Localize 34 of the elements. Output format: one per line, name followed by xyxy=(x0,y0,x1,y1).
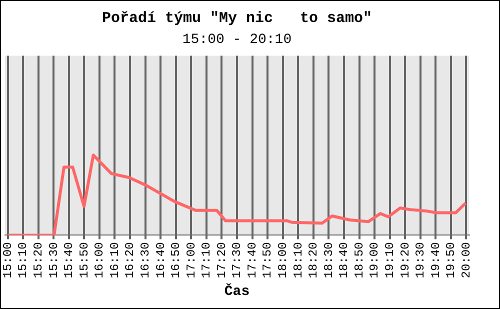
x-tick-label: 18:00 xyxy=(276,242,290,278)
x-tick-label: 19:50 xyxy=(444,242,458,278)
x-tick-label: 18:30 xyxy=(322,242,336,278)
x-tick-label: 16:00 xyxy=(92,242,107,278)
x-tick-label: 16:10 xyxy=(108,242,122,278)
x-tick-label: 15:10 xyxy=(16,242,30,278)
x-tick-label: 17:00 xyxy=(184,242,198,278)
chart-title: Pořadí týmu "My nic to samo" xyxy=(102,10,372,27)
x-tick-label: 16:20 xyxy=(123,242,138,278)
x-tick-label: 18:10 xyxy=(291,242,306,278)
x-tick-label: 19:40 xyxy=(428,242,443,278)
x-tick-label: 15:00 xyxy=(0,242,15,278)
x-tick-label: 18:50 xyxy=(352,242,366,278)
x-tick-label: 15:30 xyxy=(46,242,61,278)
x-axis-title: Čas xyxy=(224,283,250,300)
x-tick-label: 19:20 xyxy=(398,242,412,278)
x-tick-label: 19:00 xyxy=(368,242,382,278)
x-tick-label: 18:20 xyxy=(306,242,321,278)
x-tick-label: 18:40 xyxy=(337,242,352,278)
x-tick-label: 19:30 xyxy=(414,242,428,278)
x-tick-label: 17:10 xyxy=(200,242,214,278)
x-tick-label: 19:10 xyxy=(383,242,398,278)
x-tick-label: 15:20 xyxy=(31,242,46,278)
x-tick-label: 16:30 xyxy=(138,242,152,278)
x-tick-label: 15:50 xyxy=(77,242,92,278)
x-tick-label: 15:40 xyxy=(62,242,76,278)
x-tick-label: 17:20 xyxy=(214,242,229,278)
x-tick-label: 20:00 xyxy=(459,242,474,278)
x-tick-label: 16:40 xyxy=(154,242,168,278)
x-tick-label: 17:40 xyxy=(245,242,260,278)
x-tick-label: 16:50 xyxy=(169,242,184,278)
x-tick-label: 17:50 xyxy=(260,242,275,278)
x-tick-label: 17:30 xyxy=(230,242,244,278)
chart-subtitle: 15:00 - 20:10 xyxy=(182,32,292,48)
